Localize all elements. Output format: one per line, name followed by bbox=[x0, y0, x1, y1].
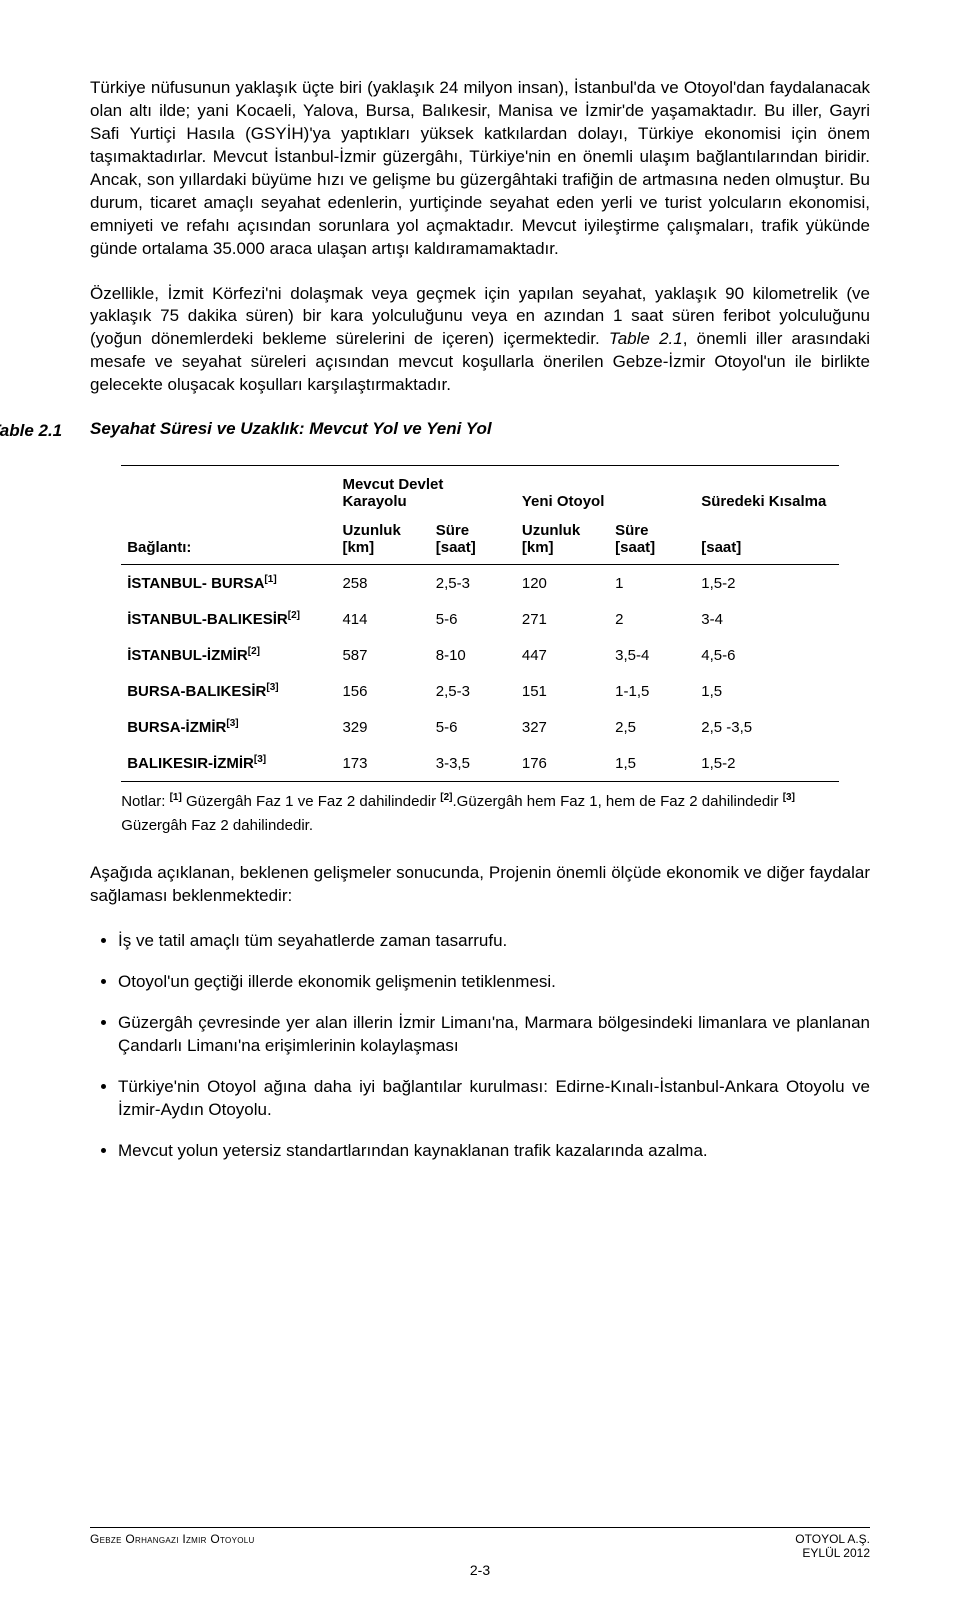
note-2: .Güzergâh hem Faz 1, hem de Faz 2 dahili… bbox=[453, 793, 783, 810]
cell: 173 bbox=[336, 745, 429, 782]
cell: 587 bbox=[336, 637, 429, 673]
col-existing-len: Uzunluk [km] bbox=[336, 516, 429, 565]
paragraph-2: Özellikle, İzmit Körfezi'ni dolaşmak vey… bbox=[90, 283, 870, 398]
table-side-label: Table 2.1 bbox=[0, 419, 80, 441]
col-group-saving: Süredeki Kısalma bbox=[695, 466, 839, 517]
col-group-existing: Mevcut Devlet Karayolu bbox=[336, 466, 515, 517]
notes-label: Notlar: bbox=[121, 793, 169, 810]
note-3: Güzergâh Faz 2 dahilindedir. bbox=[121, 817, 313, 834]
table-group-header-row: Mevcut Devlet Karayolu Yeni Otoyol Süred… bbox=[121, 466, 839, 517]
cell: 258 bbox=[336, 565, 429, 602]
route-sup: [3] bbox=[226, 718, 238, 729]
cell: 2,5-3 bbox=[430, 673, 516, 709]
cell: 1,5-2 bbox=[695, 745, 839, 782]
note-sup-3: [3] bbox=[783, 792, 795, 803]
table-heading-row: Table 2.1 Seyahat Süresi ve Uzaklık: Mev… bbox=[90, 419, 870, 457]
cell: 1,5 bbox=[695, 673, 839, 709]
note-sup-2: [2] bbox=[440, 792, 452, 803]
cell: 1-1,5 bbox=[609, 673, 695, 709]
col-existing-dur: Süre [saat] bbox=[430, 516, 516, 565]
table-sub-header-row: Bağlantı: Uzunluk [km] Süre [saat] Uzunl… bbox=[121, 516, 839, 565]
cell: 3-3,5 bbox=[430, 745, 516, 782]
table-row: BALIKESIR-İZMİR[3] 173 3-3,5 176 1,5 1,5… bbox=[121, 745, 839, 782]
table-notes: Notlar: [1] Güzergâh Faz 1 ve Faz 2 dahi… bbox=[121, 790, 839, 838]
cell: 1,5-2 bbox=[695, 565, 839, 602]
paragraph-1: Türkiye nüfusunun yaklaşık üçte biri (ya… bbox=[90, 77, 870, 261]
list-item: Otoyol'un geçtiği illerde ekonomik geliş… bbox=[118, 971, 870, 994]
footer-page-number: 2-3 bbox=[90, 1562, 870, 1578]
route-sup: [2] bbox=[248, 646, 260, 657]
col-save: [saat] bbox=[695, 516, 839, 565]
list-item: Türkiye'nin Otoyol ağına daha iyi bağlan… bbox=[118, 1076, 870, 1122]
list-item: İş ve tatil amaçlı tüm seyahatlerde zama… bbox=[118, 930, 870, 953]
col-group-new: Yeni Otoyol bbox=[516, 466, 695, 517]
cell: 447 bbox=[516, 637, 609, 673]
cell: 5-6 bbox=[430, 601, 516, 637]
cell: 3-4 bbox=[695, 601, 839, 637]
col-new-len: Uzunluk [km] bbox=[516, 516, 609, 565]
cell: 1,5 bbox=[609, 745, 695, 782]
benefits-list: İş ve tatil amaçlı tüm seyahatlerde zama… bbox=[90, 930, 870, 1163]
route-sup: [3] bbox=[254, 754, 266, 765]
cell: 2 bbox=[609, 601, 695, 637]
page: Türkiye nüfusunun yaklaşık üçte biri (ya… bbox=[0, 0, 960, 1612]
route-sup: [2] bbox=[288, 610, 300, 621]
cell: 176 bbox=[516, 745, 609, 782]
route-name: İSTANBUL-İZMİR bbox=[127, 647, 248, 664]
footer-date: EYLÜL 2012 bbox=[795, 1546, 870, 1560]
table-ref-inline: Table 2.1 bbox=[609, 329, 683, 348]
cell: 4,5-6 bbox=[695, 637, 839, 673]
cell: 156 bbox=[336, 673, 429, 709]
col-route: Bağlantı: bbox=[121, 516, 336, 565]
travel-table: Mevcut Devlet Karayolu Yeni Otoyol Süred… bbox=[121, 465, 839, 782]
cell: 120 bbox=[516, 565, 609, 602]
route-sup: [1] bbox=[264, 574, 276, 585]
note-sup-1: [1] bbox=[170, 792, 182, 803]
list-item: Mevcut yolun yetersiz standartlarından k… bbox=[118, 1140, 870, 1163]
route-name: BURSA-İZMİR bbox=[127, 719, 226, 736]
benefits-intro: Aşağıda açıklanan, beklenen gelişmeler s… bbox=[90, 862, 870, 908]
note-1: Güzergâh Faz 1 ve Faz 2 dahilindedir bbox=[182, 793, 440, 810]
table-row: BURSA-BALIKESİR[3] 156 2,5-3 151 1-1,5 1… bbox=[121, 673, 839, 709]
col-new-dur: Süre [saat] bbox=[609, 516, 695, 565]
footer-company: OTOYOL A.Ş. bbox=[795, 1532, 870, 1546]
cell: 3,5-4 bbox=[609, 637, 695, 673]
route-name: BALIKESIR-İZMİR bbox=[127, 755, 254, 772]
route-name: İSTANBUL- BURSA bbox=[127, 575, 264, 592]
route-name: BURSA-BALIKESİR bbox=[127, 683, 266, 700]
cell: 2,5 -3,5 bbox=[695, 709, 839, 745]
cell: 8-10 bbox=[430, 637, 516, 673]
table-title: Seyahat Süresi ve Uzaklık: Mevcut Yol ve… bbox=[90, 419, 492, 439]
cell: 327 bbox=[516, 709, 609, 745]
footer-left: Gebze Orhangazi Izmir Otoyolu bbox=[90, 1532, 255, 1560]
cell: 151 bbox=[516, 673, 609, 709]
cell: 1 bbox=[609, 565, 695, 602]
list-item: Güzergâh çevresinde yer alan illerin İzm… bbox=[118, 1012, 870, 1058]
footer-rule bbox=[90, 1527, 870, 1528]
table-row: BURSA-İZMİR[3] 329 5-6 327 2,5 2,5 -3,5 bbox=[121, 709, 839, 745]
cell: 414 bbox=[336, 601, 429, 637]
page-footer: Gebze Orhangazi Izmir Otoyolu OTOYOL A.Ş… bbox=[90, 1527, 870, 1578]
table-row: İSTANBUL-BALIKESİR[2] 414 5-6 271 2 3-4 bbox=[121, 601, 839, 637]
cell: 2,5-3 bbox=[430, 565, 516, 602]
cell: 271 bbox=[516, 601, 609, 637]
cell: 5-6 bbox=[430, 709, 516, 745]
cell: 2,5 bbox=[609, 709, 695, 745]
table-row: İSTANBUL-İZMİR[2] 587 8-10 447 3,5-4 4,5… bbox=[121, 637, 839, 673]
table-body: İSTANBUL- BURSA[1] 258 2,5-3 120 1 1,5-2… bbox=[121, 565, 839, 782]
route-name: İSTANBUL-BALIKESİR bbox=[127, 611, 288, 628]
route-sup: [3] bbox=[266, 682, 278, 693]
cell: 329 bbox=[336, 709, 429, 745]
table-row: İSTANBUL- BURSA[1] 258 2,5-3 120 1 1,5-2 bbox=[121, 565, 839, 602]
